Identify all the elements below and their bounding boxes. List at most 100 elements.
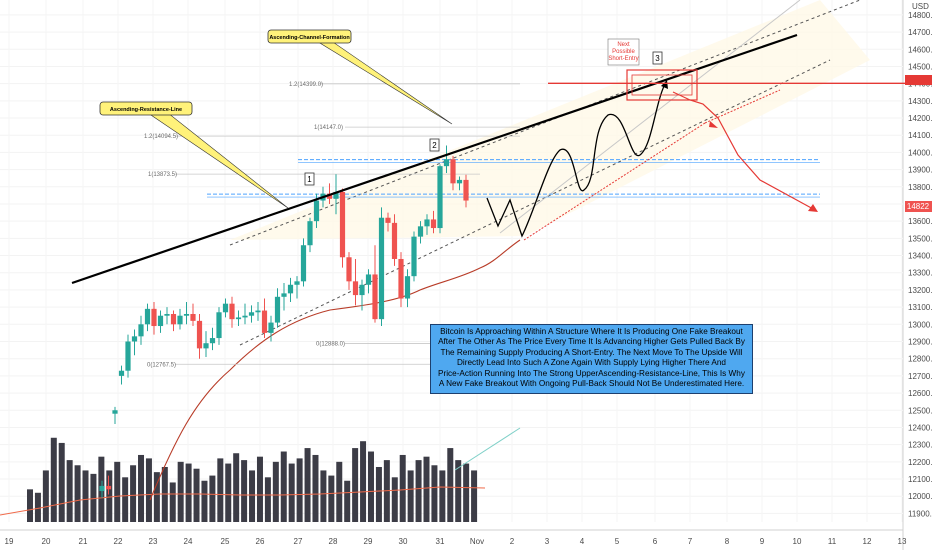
channel-lower-line <box>239 59 831 346</box>
candle-body <box>235 317 242 320</box>
short-path-arrowhead <box>808 204 818 212</box>
candle-body <box>170 313 177 325</box>
wave-marker-box <box>652 51 663 65</box>
volume-bar <box>336 461 343 522</box>
y-tick-label: 12100.0 <box>908 475 932 484</box>
y-tick-label: 14800.0 <box>908 11 932 20</box>
volume-bar <box>249 470 256 522</box>
candle-body <box>144 308 151 325</box>
volume-bar <box>447 448 454 522</box>
y-tick-label: 13100.0 <box>908 303 932 312</box>
candle-body <box>378 217 385 320</box>
volume-bar <box>122 477 129 522</box>
candle-body <box>456 179 463 184</box>
next-short-note-box <box>607 38 640 66</box>
volume-bar <box>177 461 184 522</box>
candle-body <box>183 313 190 316</box>
candle-body <box>209 338 216 344</box>
y-tick-label: 13000.0 <box>908 320 932 329</box>
candle-body <box>404 276 411 299</box>
candle-body <box>294 281 300 285</box>
volume-bar <box>241 460 248 522</box>
wave-marker-label: 1 <box>307 175 312 184</box>
volume-bar <box>399 454 406 522</box>
volume-bar <box>471 470 478 522</box>
projected-price-path <box>486 83 666 238</box>
candle-body <box>333 191 339 199</box>
y-tick-label: 13300.0 <box>908 269 932 278</box>
next-short-note-text: Short-Entry <box>608 56 638 62</box>
volume-bar <box>344 480 351 522</box>
volume-bar <box>288 463 295 522</box>
volume-bar <box>138 454 145 522</box>
x-tick-label: 28 <box>329 537 338 546</box>
x-tick-label: 30 <box>399 537 408 546</box>
callout-box <box>99 101 193 116</box>
x-tick-label: 6 <box>653 537 658 546</box>
candle-body <box>326 193 333 199</box>
volume-bar <box>391 477 398 522</box>
wave-marker-box <box>304 172 315 186</box>
volume-bar <box>50 437 57 522</box>
y-tick-label: 14100.0 <box>908 131 932 140</box>
volume-bar <box>106 470 113 522</box>
candle-body <box>450 159 456 184</box>
y-tick-label: 12400.0 <box>908 423 932 432</box>
candle-body <box>385 217 391 223</box>
volume-bar <box>367 451 374 522</box>
y-tick-label: 12700.0 <box>908 372 932 381</box>
candle-body <box>164 313 170 316</box>
wave-marker-box <box>429 138 440 152</box>
candle-body <box>177 315 183 325</box>
moving-average-line <box>149 239 521 501</box>
volume-bar <box>360 441 367 522</box>
candle-body <box>255 310 261 313</box>
fib-level-label: 1.2(14094.5) <box>144 134 178 140</box>
candle-body <box>248 312 255 316</box>
y-tick-label: 14500.0 <box>908 62 932 71</box>
fib-level-label: 0(12767.5) <box>147 362 176 368</box>
volume-bar <box>82 470 89 522</box>
candle-body <box>131 336 138 342</box>
volume-bar <box>193 468 200 522</box>
y-tick-label: 13900.0 <box>908 166 932 175</box>
candle-body <box>437 166 443 229</box>
y-tick-label: 14600.0 <box>908 45 932 54</box>
volume-bar <box>264 477 271 522</box>
x-tick-label: 24 <box>184 537 193 546</box>
x-tick-label: 10 <box>793 537 802 546</box>
y-tick-label: 14300.0 <box>908 97 932 106</box>
volume-bar <box>225 463 232 522</box>
short-path-arrowhead <box>709 121 718 128</box>
y-tick-label: 12800.0 <box>908 355 932 364</box>
candle-body <box>216 312 222 339</box>
volume-bar <box>209 475 216 522</box>
x-tick-label: 13 <box>898 537 907 546</box>
fib-level-label: 1(13873.5) <box>148 172 177 178</box>
candle-body <box>430 219 437 229</box>
x-tick-label: 23 <box>149 537 158 546</box>
candle-body <box>463 179 469 201</box>
short-entry-zone-inner <box>631 74 693 96</box>
candle-body <box>339 191 346 258</box>
fib-level-label: 0(12888.0) <box>316 342 345 348</box>
x-tick-label: 21 <box>79 537 88 546</box>
y-tick-label: 14000.0 <box>908 148 932 157</box>
candle-body <box>196 320 203 349</box>
y-tick-label: 12600.0 <box>908 389 932 398</box>
currency-label: USD <box>912 2 929 11</box>
candle-body <box>268 322 274 333</box>
candle-body <box>229 303 235 320</box>
candle-body <box>138 324 144 337</box>
candle-body <box>300 245 307 282</box>
x-tick-label: 9 <box>760 537 765 546</box>
y-tick-label: 12500.0 <box>908 406 932 415</box>
y-tick-label: 12300.0 <box>908 441 932 450</box>
volume-bar <box>169 482 176 522</box>
candle-body <box>112 410 118 414</box>
y-tick-label: 11900.0 <box>908 509 932 518</box>
x-tick-label: 3 <box>545 537 550 546</box>
volume-bar <box>90 473 97 522</box>
